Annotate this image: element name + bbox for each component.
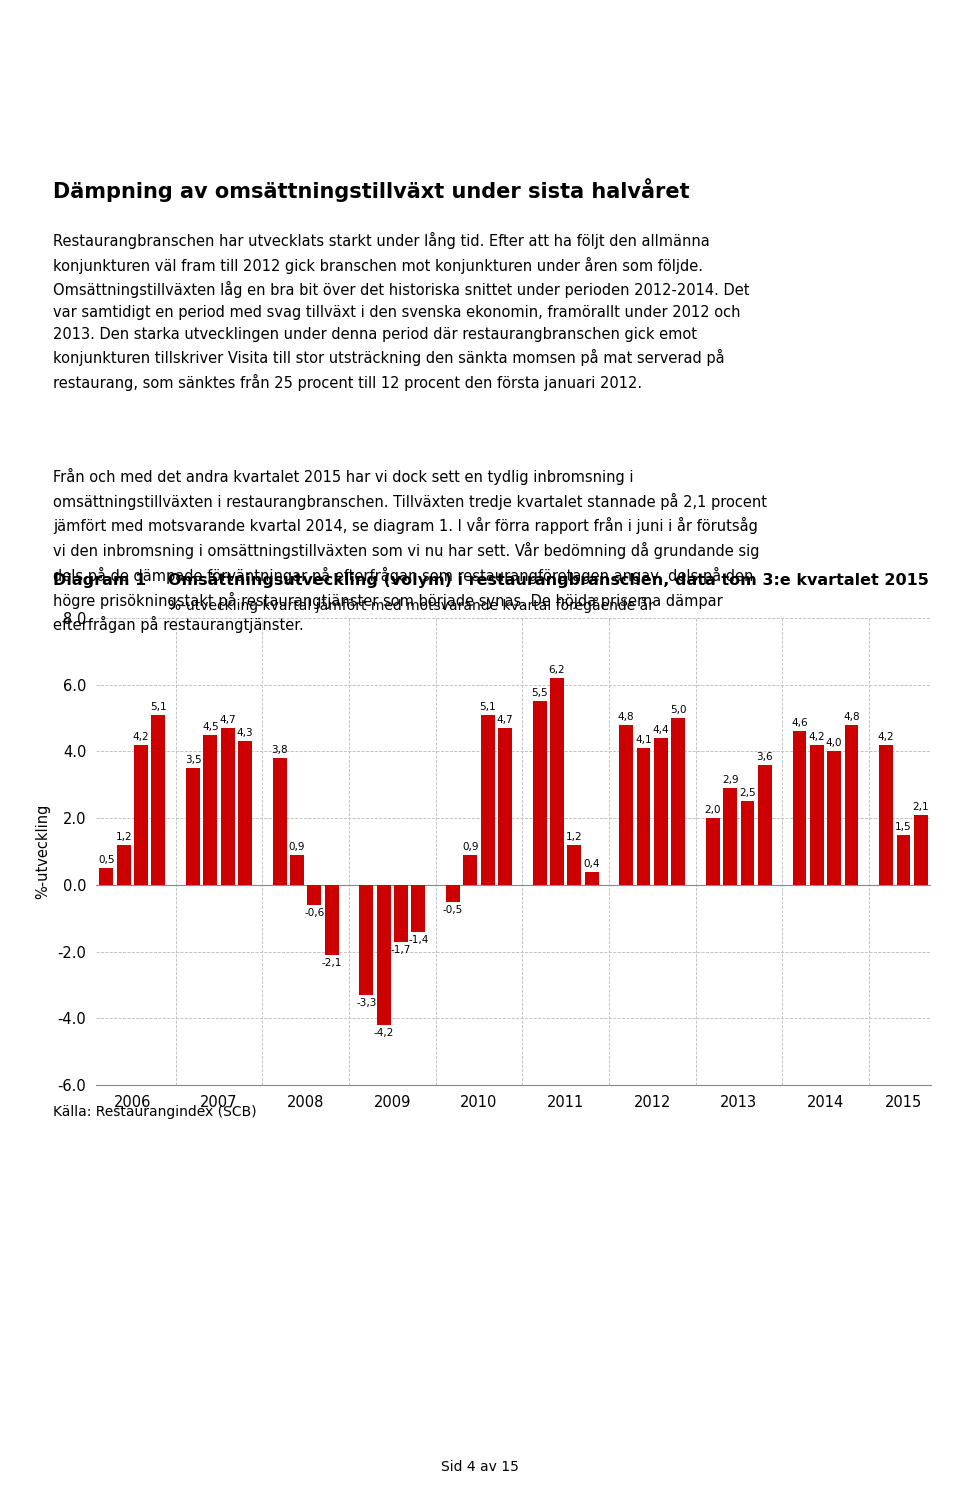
Text: 1,5: 1,5 (895, 821, 912, 832)
Bar (376, 885, 391, 1025)
Y-axis label: %-utveckling: %-utveckling (36, 804, 51, 899)
Text: 4,1: 4,1 (636, 735, 652, 745)
Text: 4,2: 4,2 (877, 732, 895, 741)
Bar (394, 885, 408, 942)
Bar (879, 745, 893, 885)
Text: Diagram 1: Diagram 1 (53, 573, 146, 588)
Bar (810, 745, 824, 885)
Text: 6,2: 6,2 (548, 665, 565, 676)
Text: 1,2: 1,2 (115, 832, 132, 842)
Bar (134, 745, 148, 885)
Bar (464, 854, 477, 885)
Bar (100, 868, 113, 885)
Text: 0,5: 0,5 (98, 856, 114, 865)
Text: 3,8: 3,8 (272, 745, 288, 754)
Text: -1,4: -1,4 (408, 934, 428, 945)
Bar (550, 679, 564, 885)
Bar (585, 872, 598, 885)
Bar (636, 748, 651, 885)
Text: -2,1: -2,1 (322, 958, 342, 967)
Text: 4,2: 4,2 (808, 732, 826, 741)
Bar (533, 701, 546, 885)
Bar (567, 845, 581, 885)
Text: Restaurangbranschen har utvecklats starkt under lång tid. Efter att ha följt den: Restaurangbranschen har utvecklats stark… (53, 232, 750, 391)
Text: -1,7: -1,7 (391, 945, 411, 955)
Bar (204, 735, 217, 885)
Bar (238, 741, 252, 885)
Bar (498, 728, 512, 885)
Bar (273, 757, 287, 885)
Text: 5,1: 5,1 (150, 702, 167, 711)
Bar (740, 802, 755, 885)
Text: %-utveckling kvartal jämfört med motsvarande kvartal föregående år: %-utveckling kvartal jämfört med motsvar… (168, 597, 654, 613)
Bar (671, 719, 685, 885)
Bar (619, 725, 634, 885)
Text: -4,2: -4,2 (373, 1028, 394, 1039)
Text: 5,0: 5,0 (670, 705, 686, 716)
Bar (359, 885, 373, 995)
Bar (897, 835, 910, 885)
Text: Källa: Restaurangindex (SCB): Källa: Restaurangindex (SCB) (53, 1106, 256, 1119)
Text: 4,7: 4,7 (220, 716, 236, 725)
Bar (290, 854, 304, 885)
Bar (481, 714, 494, 885)
Text: 3,6: 3,6 (756, 751, 773, 762)
Text: 4,3: 4,3 (237, 729, 253, 738)
Text: 4,2: 4,2 (132, 732, 150, 741)
Bar (723, 789, 737, 885)
Text: -0,6: -0,6 (304, 908, 324, 918)
Bar (828, 751, 841, 885)
Text: 5,1: 5,1 (479, 702, 496, 711)
Text: Omsättningsutveckling (volym) i restaurangbranschen, data tom 3:e kvartalet 2015: Omsättningsutveckling (volym) i restaura… (168, 573, 929, 588)
Text: 0,9: 0,9 (462, 842, 478, 851)
Bar (758, 765, 772, 885)
Text: 0,9: 0,9 (289, 842, 305, 851)
Bar (221, 728, 234, 885)
Text: 0,4: 0,4 (584, 859, 600, 869)
Text: -0,5: -0,5 (443, 905, 463, 915)
Text: 4,0: 4,0 (826, 738, 843, 748)
Text: -3,3: -3,3 (356, 998, 376, 1007)
Text: Sid 4 av 15: Sid 4 av 15 (441, 1460, 519, 1475)
Text: 4,8: 4,8 (618, 711, 635, 722)
Text: 3,5: 3,5 (184, 754, 202, 765)
Bar (307, 885, 322, 905)
Text: 4,8: 4,8 (843, 711, 860, 722)
Text: 1,2: 1,2 (566, 832, 583, 842)
Bar (117, 845, 131, 885)
Text: 2,9: 2,9 (722, 775, 738, 786)
Bar (706, 818, 720, 885)
Text: 5,5: 5,5 (531, 689, 548, 698)
Text: 4,6: 4,6 (791, 719, 807, 729)
Bar (324, 885, 339, 955)
Text: 2,1: 2,1 (913, 802, 929, 812)
Text: 4,4: 4,4 (653, 725, 669, 735)
Text: 4,5: 4,5 (202, 722, 219, 732)
Text: Dämpning av omsättningstillväxt under sista halvåret: Dämpning av omsättningstillväxt under si… (53, 179, 689, 202)
Text: Från och med det andra kvartalet 2015 har vi dock sett en tydlig inbromsning i
o: Från och med det andra kvartalet 2015 ha… (53, 469, 767, 634)
Bar (914, 815, 927, 885)
Bar (412, 885, 425, 931)
Bar (654, 738, 668, 885)
Bar (446, 885, 460, 902)
Text: 4,7: 4,7 (496, 716, 514, 725)
Bar (186, 768, 200, 885)
Bar (845, 725, 858, 885)
Bar (793, 732, 806, 885)
Text: 2,5: 2,5 (739, 789, 756, 799)
Bar (152, 714, 165, 885)
Text: 2,0: 2,0 (705, 805, 721, 815)
